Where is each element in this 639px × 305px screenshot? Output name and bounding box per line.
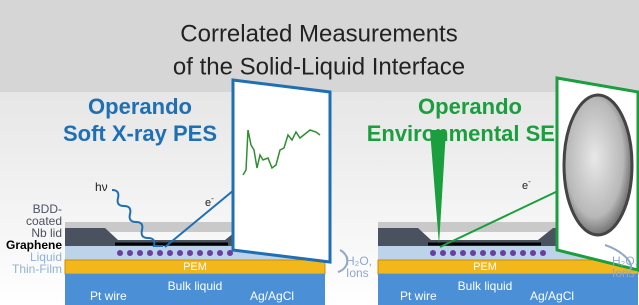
label: Ions <box>346 266 369 280</box>
diagram: Correlated Measurements of the Solid-Liq… <box>0 0 639 305</box>
panel-title: Operando <box>88 94 192 119</box>
label: Pt wire <box>400 289 437 303</box>
label: Ions <box>612 266 635 280</box>
label-part: - <box>528 177 531 186</box>
panel-title: Operando <box>418 94 522 119</box>
label: Thin-Film <box>12 262 62 276</box>
panel-title: Environmental SEM <box>367 121 574 146</box>
label: Ag/AgCl <box>530 289 574 303</box>
pem-label: PEM <box>183 261 207 273</box>
label: Ag/AgCl <box>250 289 294 303</box>
label: Pt wire <box>90 289 127 303</box>
label-part: - <box>211 194 214 203</box>
pem <box>378 260 638 274</box>
label: Bulk liquid <box>458 279 513 293</box>
pem-label: PEM <box>473 261 497 273</box>
sem-image <box>564 95 632 235</box>
spectrum-window <box>233 80 330 262</box>
title: Correlated Measurements <box>180 20 457 47</box>
label: hν <box>95 180 108 194</box>
panel-title: Soft X-ray PES <box>63 121 217 146</box>
page: Correlated Measurements of the Solid-Liq… <box>0 0 639 305</box>
label: Bulk liquid <box>168 279 223 293</box>
title: of the Solid-Liquid Interface <box>173 53 465 80</box>
